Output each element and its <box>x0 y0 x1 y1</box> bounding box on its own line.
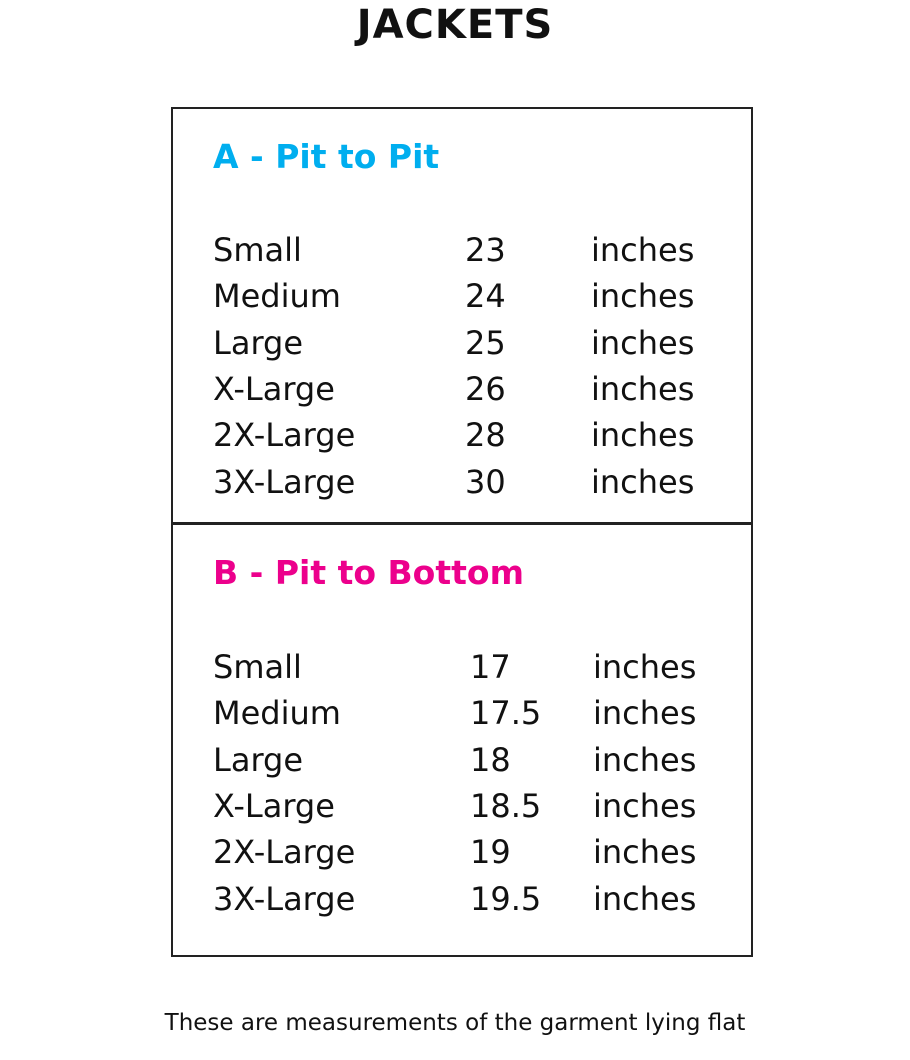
measurement-value: 25 <box>465 323 506 362</box>
unit-label: inches <box>593 740 697 779</box>
unit-label: inches <box>593 833 697 872</box>
measurement-value: 19.5 <box>470 879 542 918</box>
measurement-value: 24 <box>465 277 506 316</box>
unit-label: inches <box>593 786 697 825</box>
unit-label: inches <box>591 462 695 501</box>
size-label: X-Large <box>213 369 335 408</box>
unit-label: inches <box>591 416 695 455</box>
size-label: Small <box>213 648 302 686</box>
measurement-value: 26 <box>465 369 506 408</box>
section-b-title: B - Pit to Bottom <box>213 553 524 592</box>
measurement-value: 18 <box>470 740 511 779</box>
measurement-value: 30 <box>465 462 506 501</box>
size-label: Medium <box>213 694 341 733</box>
size-label: X-Large <box>213 786 335 825</box>
unit-label: inches <box>593 648 697 686</box>
size-label: Small <box>213 231 302 269</box>
unit-label: inches <box>593 879 697 918</box>
unit-label: inches <box>591 323 695 362</box>
measurement-value: 18.5 <box>470 786 542 825</box>
section-a-title: A - Pit to Pit <box>213 137 440 176</box>
page-title: JACKETS <box>356 2 554 48</box>
size-label: 3X-Large <box>213 879 356 918</box>
size-label: Large <box>213 323 304 362</box>
size-label: Large <box>213 740 304 779</box>
measurement-value: 28 <box>465 416 506 455</box>
unit-label: inches <box>593 694 697 733</box>
unit-label: inches <box>591 369 695 408</box>
measurement-value: 17 <box>470 648 511 686</box>
size-label: 2X-Large <box>213 416 356 455</box>
size-chart-box <box>171 107 753 957</box>
measurement-value: 23 <box>465 231 506 269</box>
unit-label: inches <box>591 277 695 316</box>
size-label: 2X-Large <box>213 833 356 872</box>
section-divider <box>171 522 753 525</box>
measurement-value: 17.5 <box>470 694 542 733</box>
size-label: Medium <box>213 277 341 316</box>
measurement-value: 19 <box>470 833 511 872</box>
unit-label: inches <box>591 231 695 269</box>
size-label: 3X-Large <box>213 462 356 501</box>
caption: These are measurements of the garment ly… <box>164 1010 746 1036</box>
